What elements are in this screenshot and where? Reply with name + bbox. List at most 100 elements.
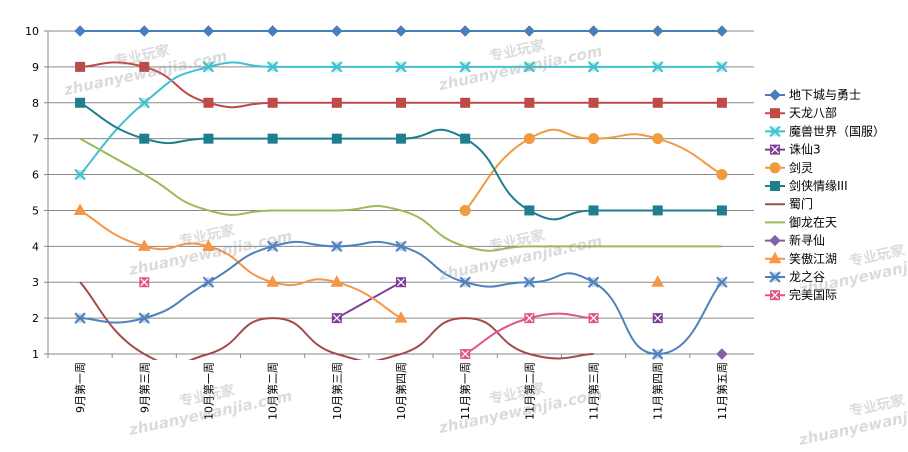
marker-cross [769, 271, 781, 283]
marker-cross [202, 61, 215, 73]
data-point [652, 61, 664, 73]
data-point [652, 133, 664, 145]
data-point [138, 97, 150, 109]
data-point [587, 25, 600, 37]
series-line [79, 137, 722, 252]
data-point [330, 275, 344, 287]
data-point [331, 240, 343, 253]
legend-marker [770, 108, 780, 119]
data-point [716, 348, 728, 360]
marker-cross [716, 61, 728, 73]
data-point [652, 97, 663, 108]
data-point [523, 133, 535, 145]
marker-cross [459, 276, 471, 288]
marker-cross [769, 125, 781, 138]
legend-marker [769, 271, 781, 283]
x-tick-label: 10月第二周 [266, 362, 280, 420]
data-point [652, 348, 664, 360]
x-tick-label: 11月第一周 [458, 362, 472, 420]
data-point [202, 61, 215, 73]
data-point [716, 97, 727, 108]
x-tick-label: 11月第二周 [522, 362, 536, 420]
marker-cross [523, 61, 536, 73]
marker-cross [74, 312, 86, 324]
series-line [336, 281, 402, 319]
data-point [396, 277, 406, 288]
data-point [588, 133, 600, 145]
x-tick-label: 9月第一周 [73, 362, 87, 413]
data-point [73, 203, 87, 215]
data-point [331, 313, 342, 324]
marker-cross [140, 278, 149, 287]
legend-label: 笑傲江湖 [789, 251, 837, 266]
data-point [716, 61, 728, 73]
legend-marker [768, 251, 782, 264]
marker-cross [525, 314, 534, 323]
legend-label: 诛仙3 [789, 143, 821, 157]
marker-cross [395, 61, 407, 73]
x-tick-label: 11月第三周 [587, 362, 601, 420]
data-point [460, 133, 471, 144]
data-point [459, 25, 471, 37]
data-point [75, 61, 86, 72]
y-tick-label: 1 [32, 348, 39, 361]
marker-cross [331, 240, 343, 253]
series-line [79, 61, 722, 176]
x-tick-label: 10月第一周 [201, 362, 215, 420]
data-point [394, 311, 408, 323]
legend-marker [769, 162, 781, 174]
legend-label: 剑侠情缘III [789, 178, 848, 193]
legend-label: 完美国际 [789, 287, 837, 302]
x-tick-labels: 9月第一周 9月第三周 10月第一周 10月第二周 10月第三周 10月第四周 11月第一周… [73, 362, 729, 420]
legend-label: 御龙在天 [789, 214, 837, 229]
data-point [202, 239, 215, 251]
y-tick-label: 7 [32, 133, 39, 146]
data-point [75, 97, 86, 108]
marker-cross [523, 276, 536, 288]
data-point [716, 169, 728, 181]
data-point [74, 168, 86, 181]
y-tick-label: 3 [32, 276, 39, 289]
data-point [331, 133, 342, 144]
data-point [460, 349, 471, 359]
data-point [266, 25, 279, 37]
legend-label: 蜀门 [789, 196, 813, 211]
legend-marker [769, 89, 781, 101]
data-point [716, 25, 728, 37]
y-tick-label: 8 [32, 97, 39, 110]
y-tick-labels: 1 2 3 4 5 6 7 8 9 10 [25, 25, 39, 361]
legend-label: 龙之谷 [789, 270, 825, 284]
data-point [203, 97, 214, 108]
data-point [137, 239, 151, 251]
x-tick-label: 11月第四周 [651, 362, 665, 420]
data-point [652, 25, 664, 37]
marker-cross [138, 97, 150, 109]
data-point [138, 312, 150, 324]
data-point [267, 97, 278, 108]
marker-cross [652, 61, 664, 73]
data-point [459, 61, 471, 73]
data-point [203, 133, 214, 144]
markers-layer [73, 25, 728, 360]
x-tick-label: 10月第四周 [394, 362, 408, 420]
legend-marker [770, 181, 780, 191]
series-line [79, 101, 722, 221]
data-point [396, 97, 406, 108]
data-point [523, 61, 536, 73]
legend-marker [769, 125, 781, 138]
y-tick-label: 2 [32, 312, 39, 325]
y-tick-label: 9 [32, 61, 39, 74]
series-line [80, 240, 723, 356]
data-point [716, 276, 728, 288]
marker-cross [771, 291, 779, 300]
marker-cross [459, 61, 471, 73]
legend-label: 地下城与勇士 [789, 88, 861, 102]
data-point [524, 313, 535, 324]
legend-label: 魔兽世界（国服） [789, 123, 885, 138]
data-point [74, 312, 86, 324]
data-point [395, 25, 407, 37]
